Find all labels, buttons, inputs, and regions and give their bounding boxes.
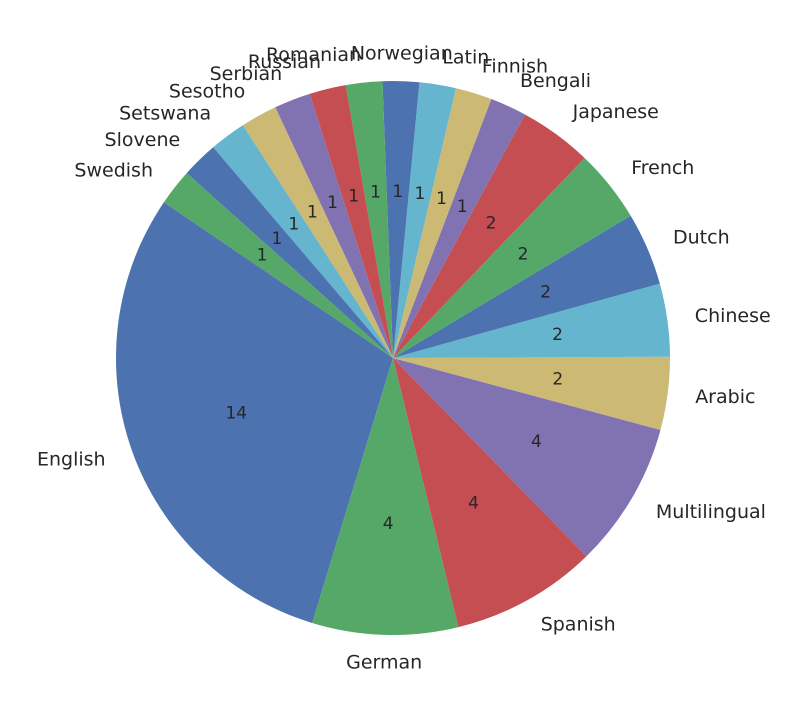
slice-value-label: 1 [307, 203, 318, 223]
slice-category-label: Chinese [695, 305, 771, 327]
slice-category-label: Bengali [520, 70, 591, 92]
slice-category-label: German [346, 652, 422, 674]
slice-value-label: 4 [383, 514, 394, 534]
pie-slice-serbian [275, 93, 393, 358]
slice-value-label: 1 [327, 193, 338, 213]
slice-category-label: Finnish [482, 56, 548, 78]
pie-slice-slovene [186, 147, 393, 358]
slice-category-label: French [631, 157, 694, 179]
slice-category-label: Slovene [105, 129, 181, 151]
pie-slice-sesotho [242, 107, 393, 358]
slice-category-label: Latin [442, 46, 489, 68]
slice-value-label: 2 [552, 369, 563, 389]
pie-slice-finnish [393, 88, 492, 358]
slice-category-label: Dutch [673, 227, 730, 249]
slice-value-label: 1 [436, 189, 447, 209]
pie-category-labels: English German Spanish Multilingual Arabic Ch… [37, 42, 771, 673]
slice-value-label: 1 [288, 215, 299, 235]
pie-slice-norwegian [382, 80, 420, 359]
slice-category-label: English [37, 448, 106, 470]
pie-slice-russian [309, 85, 393, 358]
slice-category-label: Swedish [74, 159, 153, 181]
pie-slice-arabic [393, 356, 671, 430]
slice-value-label: 4 [531, 432, 542, 452]
slice-value-label: 4 [468, 493, 479, 513]
pie-slice-latin [393, 82, 456, 358]
pie-slice-setswana [213, 125, 393, 358]
slice-value-label: 1 [370, 183, 381, 203]
slice-value-label: 2 [518, 244, 529, 264]
pie-slice-bengali [393, 99, 525, 359]
slice-category-label: Norwegian [351, 42, 453, 64]
slice-value-label: 2 [540, 282, 551, 302]
slice-category-label: Japanese [572, 101, 659, 123]
pie-slice-japanese [393, 114, 585, 359]
pie-slice-swedish [163, 173, 393, 358]
slice-value-label: 2 [552, 325, 563, 345]
slice-value-label: 2 [486, 214, 497, 234]
pie-slice-romanian [345, 81, 393, 358]
slice-category-label: Serbian [210, 63, 283, 85]
pie-slice-dutch [393, 215, 660, 358]
slice-category-label: Spanish [541, 614, 616, 636]
slice-value-label: 1 [457, 197, 468, 217]
pie-slice-german [312, 358, 459, 635]
slice-category-label: Arabic [695, 386, 755, 408]
pie-slice-multilingual [393, 358, 661, 557]
slice-value-label: 1 [414, 184, 425, 204]
slice-category-label: Multilingual [656, 501, 766, 523]
slice-category-label: Romanian [266, 44, 361, 66]
pie-slice-english [116, 202, 393, 623]
slice-category-label: Setswana [119, 103, 211, 125]
pie-slice-chinese [393, 283, 670, 358]
slice-value-label: 14 [225, 403, 247, 423]
slice-value-label: 1 [392, 182, 403, 202]
slice-value-label: 1 [257, 246, 268, 266]
pie-slice-spanish [393, 358, 587, 628]
slice-value-label: 1 [348, 187, 359, 207]
pie-slice-french [393, 157, 631, 358]
slice-value-label: 1 [271, 229, 282, 249]
slice-category-label: Russian [248, 51, 321, 73]
pie-slices [116, 80, 671, 635]
slice-category-label: Sesotho [169, 81, 245, 103]
